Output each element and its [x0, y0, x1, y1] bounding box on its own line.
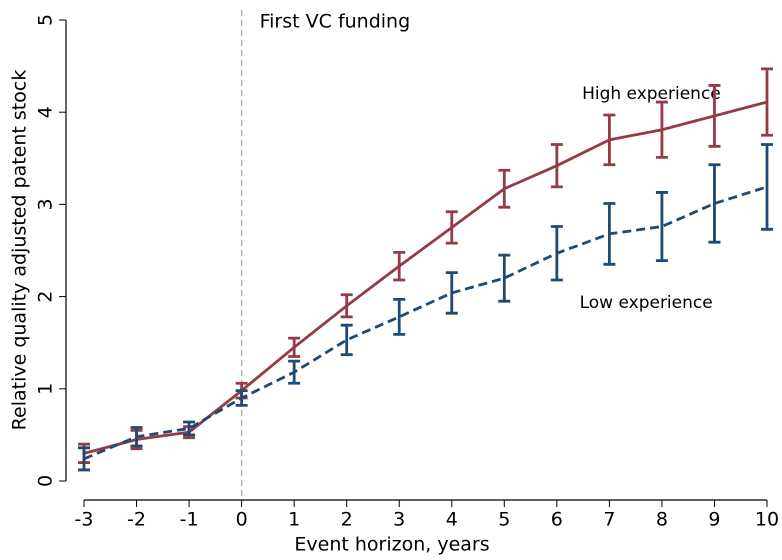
error-bar: [340, 293, 353, 319]
y-tick-label: 4: [35, 106, 57, 118]
error-bar: [78, 446, 90, 472]
error-bar: [655, 191, 668, 263]
error-bar: [393, 250, 406, 282]
y-tick-label: 1: [35, 383, 57, 395]
error-bar: [708, 84, 721, 148]
series-line: [83, 100, 768, 455]
annotation: First VC funding: [260, 11, 411, 33]
x-tick-label: 2: [341, 509, 353, 531]
x-tick-label: -3: [75, 509, 94, 531]
x-tick-label: 3: [393, 509, 405, 531]
error-bar: [288, 359, 301, 385]
error-bar: [761, 67, 773, 137]
error-bar: [550, 225, 563, 282]
annotation: High experience: [582, 84, 721, 104]
error-bar: [655, 100, 668, 159]
error-bar: [393, 297, 406, 336]
x-tick-label: 1: [288, 509, 300, 531]
x-axis-label: Event horizon, years: [294, 534, 489, 556]
x-tick-label: 7: [603, 509, 615, 531]
annotation: Low experience: [580, 293, 713, 313]
error-bar: [445, 271, 458, 315]
error-bar: [235, 389, 248, 407]
x-tick-label: 5: [498, 509, 510, 531]
x-tick-label: 10: [755, 509, 779, 531]
y-axis-label: Relative quality adjusted patent stock: [9, 70, 31, 431]
error-bar: [603, 113, 616, 167]
error-bar: [708, 163, 721, 244]
y-tick-label: 5: [35, 14, 57, 26]
series-line: [83, 185, 768, 461]
x-tick-label: 4: [446, 509, 458, 531]
error-bar: [340, 323, 353, 357]
y-tick-label: 0: [35, 475, 57, 487]
x-tick-label: 0: [236, 509, 248, 531]
error-bar: [130, 426, 143, 448]
x-tick-label: -2: [127, 509, 146, 531]
error-bar: [550, 143, 563, 189]
x-tick-label: 8: [656, 509, 668, 531]
error-bar: [498, 253, 511, 303]
error-bar: [288, 336, 301, 358]
x-tick-label: 6: [551, 509, 563, 531]
error-bar: [183, 420, 196, 437]
error-bar: [761, 143, 773, 231]
error-bar: [603, 202, 616, 266]
x-tick-label: -1: [180, 509, 199, 531]
x-tick-label: 9: [708, 509, 720, 531]
y-tick-label: 2: [35, 291, 57, 303]
error-bar: [445, 210, 458, 245]
y-tick-label: 3: [35, 198, 57, 210]
error-bar: [498, 168, 511, 209]
